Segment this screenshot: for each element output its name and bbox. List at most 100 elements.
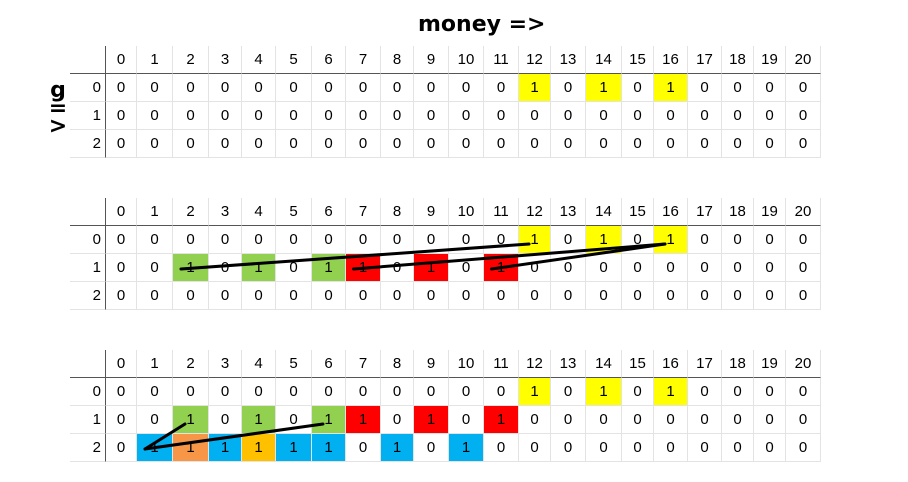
table-cell[interactable]: 0 <box>346 74 381 102</box>
row-header[interactable]: 0 <box>70 378 106 406</box>
table-cell[interactable]: 0 <box>586 130 622 158</box>
corner-cell[interactable] <box>70 350 106 378</box>
table-cell[interactable]: 0 <box>754 226 786 254</box>
column-header[interactable]: 2 <box>173 198 209 226</box>
column-header[interactable]: 14 <box>586 350 622 378</box>
column-header[interactable]: 14 <box>586 46 622 74</box>
table-cell[interactable]: 0 <box>754 434 786 462</box>
table-cell[interactable]: 0 <box>688 378 722 406</box>
table-cell[interactable]: 0 <box>414 74 449 102</box>
table-cell[interactable]: 0 <box>276 406 312 434</box>
table-cell[interactable]: 0 <box>754 102 786 130</box>
column-header[interactable]: 9 <box>414 198 449 226</box>
column-header[interactable]: 17 <box>688 198 722 226</box>
column-header[interactable]: 13 <box>551 198 586 226</box>
column-header[interactable]: 1 <box>137 350 173 378</box>
table-cell[interactable]: 0 <box>484 130 519 158</box>
table-cell[interactable]: 1 <box>414 406 449 434</box>
table-cell[interactable]: 0 <box>106 434 137 462</box>
column-header[interactable]: 17 <box>688 350 722 378</box>
column-header[interactable]: 1 <box>137 46 173 74</box>
table-cell[interactable]: 1 <box>586 378 622 406</box>
column-header[interactable]: 13 <box>551 46 586 74</box>
table-cell[interactable]: 0 <box>414 102 449 130</box>
table-cell[interactable]: 0 <box>137 378 173 406</box>
table-cell[interactable]: 0 <box>622 226 654 254</box>
table-cell[interactable]: 1 <box>242 434 276 462</box>
table-cell[interactable]: 0 <box>276 378 312 406</box>
column-header[interactable]: 4 <box>242 350 276 378</box>
column-header[interactable]: 19 <box>754 350 786 378</box>
table-cell[interactable]: 0 <box>622 102 654 130</box>
column-header[interactable]: 19 <box>754 46 786 74</box>
table-cell[interactable]: 1 <box>484 406 519 434</box>
table-cell[interactable]: 0 <box>346 282 381 310</box>
table-cell[interactable]: 1 <box>414 254 449 282</box>
table-cell[interactable]: 0 <box>346 434 381 462</box>
table-cell[interactable]: 0 <box>106 406 137 434</box>
column-header[interactable]: 10 <box>449 350 484 378</box>
table-cell[interactable]: 0 <box>654 406 688 434</box>
table-cell[interactable]: 0 <box>173 282 209 310</box>
column-header[interactable]: 18 <box>722 350 754 378</box>
table-cell[interactable]: 0 <box>786 378 821 406</box>
table-cell[interactable]: 1 <box>519 74 551 102</box>
table-cell[interactable]: 0 <box>242 102 276 130</box>
table-cell[interactable]: 0 <box>722 282 754 310</box>
table-cell[interactable]: 0 <box>688 74 722 102</box>
table-cell[interactable]: 0 <box>722 406 754 434</box>
row-header[interactable]: 0 <box>70 74 106 102</box>
table-cell[interactable]: 0 <box>276 282 312 310</box>
table-cell[interactable]: 0 <box>754 254 786 282</box>
table-cell[interactable]: 0 <box>209 406 242 434</box>
table-cell[interactable]: 0 <box>786 406 821 434</box>
table-cell[interactable]: 1 <box>381 434 414 462</box>
table-cell[interactable]: 0 <box>754 74 786 102</box>
column-header[interactable]: 16 <box>654 46 688 74</box>
table-cell[interactable]: 0 <box>137 130 173 158</box>
table-cell[interactable]: 0 <box>414 226 449 254</box>
table-cell[interactable]: 0 <box>137 406 173 434</box>
table-cell[interactable]: 0 <box>622 130 654 158</box>
row-header[interactable]: 1 <box>70 254 106 282</box>
table-cell[interactable]: 0 <box>722 254 754 282</box>
table-cell[interactable]: 0 <box>722 130 754 158</box>
table-cell[interactable]: 0 <box>551 226 586 254</box>
column-header[interactable]: 3 <box>209 46 242 74</box>
table-cell[interactable]: 0 <box>722 102 754 130</box>
column-header[interactable]: 11 <box>484 350 519 378</box>
table-cell[interactable]: 0 <box>688 254 722 282</box>
table-cell[interactable]: 0 <box>106 378 137 406</box>
table-cell[interactable]: 0 <box>106 282 137 310</box>
table-cell[interactable]: 1 <box>654 74 688 102</box>
column-header[interactable]: 20 <box>786 46 821 74</box>
table-cell[interactable]: 0 <box>346 102 381 130</box>
table-cell[interactable]: 0 <box>209 282 242 310</box>
table-cell[interactable]: 0 <box>137 254 173 282</box>
column-header[interactable]: 2 <box>173 350 209 378</box>
table-cell[interactable]: 0 <box>586 254 622 282</box>
table-cell[interactable]: 0 <box>449 130 484 158</box>
table-cell[interactable]: 0 <box>242 282 276 310</box>
table-cell[interactable]: 0 <box>173 130 209 158</box>
table-cell[interactable]: 0 <box>137 282 173 310</box>
table-cell[interactable]: 0 <box>586 102 622 130</box>
table-cell[interactable]: 0 <box>722 434 754 462</box>
table-cell[interactable]: 0 <box>551 102 586 130</box>
table-cell[interactable]: 0 <box>173 226 209 254</box>
table-cell[interactable]: 0 <box>346 130 381 158</box>
table-cell[interactable]: 0 <box>312 130 346 158</box>
table-cell[interactable]: 0 <box>688 406 722 434</box>
table-cell[interactable]: 0 <box>381 282 414 310</box>
table-cell[interactable]: 0 <box>586 282 622 310</box>
table-cell[interactable]: 0 <box>519 130 551 158</box>
table-cell[interactable]: 1 <box>519 378 551 406</box>
table-cell[interactable]: 0 <box>381 74 414 102</box>
table-cell[interactable]: 0 <box>242 226 276 254</box>
table-cell[interactable]: 0 <box>754 130 786 158</box>
table-cell[interactable]: 0 <box>519 102 551 130</box>
table-cell[interactable]: 0 <box>449 74 484 102</box>
corner-cell[interactable] <box>70 198 106 226</box>
table-cell[interactable]: 0 <box>622 74 654 102</box>
table-cell[interactable]: 0 <box>173 102 209 130</box>
